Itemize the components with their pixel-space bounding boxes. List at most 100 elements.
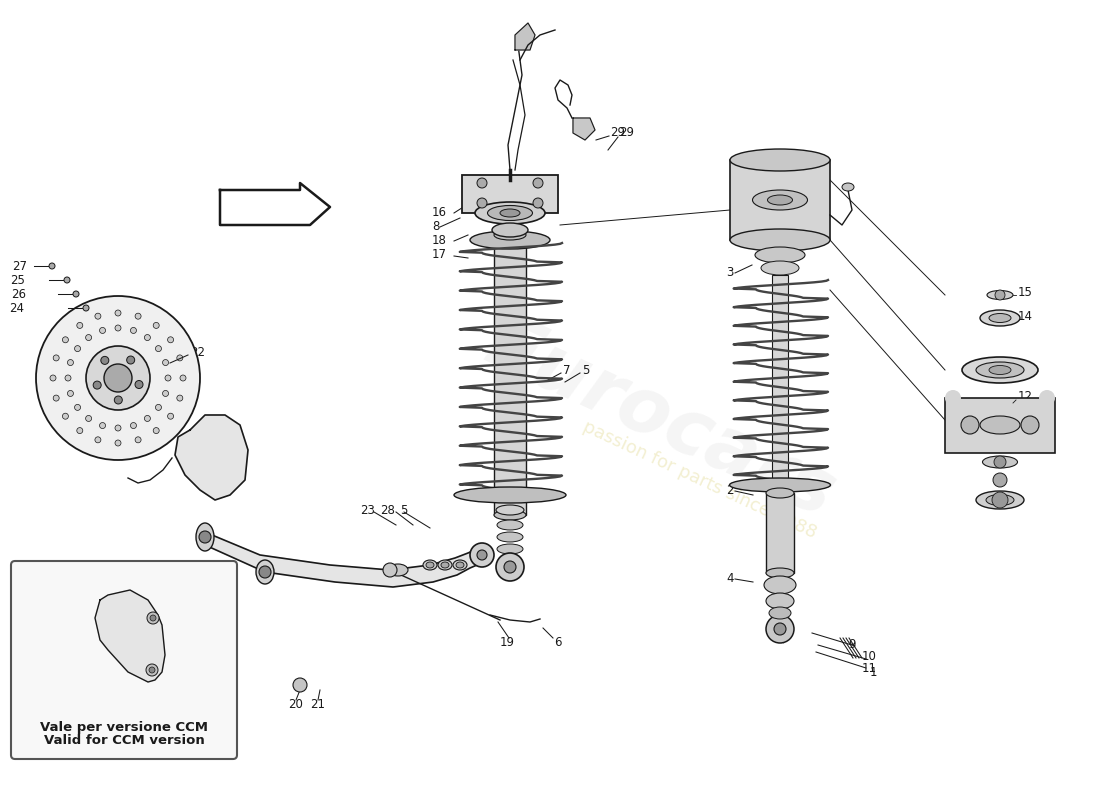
Circle shape [383, 563, 397, 577]
Circle shape [77, 427, 82, 434]
Ellipse shape [980, 310, 1020, 326]
Text: 3: 3 [726, 266, 734, 278]
Circle shape [67, 359, 74, 366]
Text: 21: 21 [310, 698, 324, 711]
Ellipse shape [1040, 390, 1055, 406]
Circle shape [477, 198, 487, 208]
Polygon shape [175, 415, 248, 500]
Text: 15: 15 [1018, 286, 1033, 299]
Ellipse shape [113, 350, 153, 406]
Circle shape [177, 355, 183, 361]
Ellipse shape [976, 362, 1024, 378]
Circle shape [146, 664, 158, 676]
Polygon shape [515, 23, 535, 50]
Text: 1: 1 [870, 666, 878, 678]
Circle shape [116, 425, 121, 431]
Circle shape [131, 422, 136, 429]
Polygon shape [220, 183, 330, 225]
Ellipse shape [962, 357, 1038, 383]
Circle shape [99, 422, 106, 429]
Polygon shape [200, 530, 482, 587]
Ellipse shape [752, 190, 807, 210]
Circle shape [86, 346, 150, 410]
Circle shape [477, 178, 487, 188]
Ellipse shape [496, 505, 524, 515]
Circle shape [116, 310, 121, 316]
Ellipse shape [987, 290, 1013, 299]
Ellipse shape [454, 487, 566, 503]
Text: 17: 17 [432, 249, 447, 262]
Bar [945, 398, 1055, 453]
Circle shape [101, 356, 109, 364]
Circle shape [104, 364, 132, 392]
Ellipse shape [256, 560, 274, 584]
Circle shape [116, 325, 121, 331]
Circle shape [75, 404, 80, 410]
Text: 23: 23 [360, 503, 375, 517]
Ellipse shape [497, 544, 522, 554]
Ellipse shape [769, 607, 791, 619]
Circle shape [65, 375, 72, 381]
Circle shape [50, 263, 55, 269]
Circle shape [167, 414, 174, 419]
Circle shape [36, 296, 200, 460]
Ellipse shape [500, 209, 520, 217]
Text: 24: 24 [9, 302, 24, 314]
Polygon shape [573, 118, 595, 140]
Circle shape [155, 346, 162, 352]
Circle shape [116, 440, 121, 446]
Ellipse shape [766, 568, 794, 578]
Ellipse shape [730, 149, 830, 171]
Circle shape [135, 437, 141, 443]
Text: 29: 29 [619, 126, 634, 138]
Ellipse shape [123, 364, 143, 392]
Circle shape [496, 553, 524, 581]
Text: 10: 10 [862, 650, 877, 663]
Ellipse shape [766, 593, 794, 609]
Circle shape [155, 404, 162, 410]
Ellipse shape [989, 366, 1011, 374]
Ellipse shape [989, 314, 1011, 322]
Circle shape [64, 277, 70, 283]
Text: 31: 31 [39, 603, 53, 617]
Text: 5: 5 [400, 503, 407, 517]
Circle shape [95, 437, 101, 443]
Circle shape [94, 381, 101, 389]
Circle shape [992, 492, 1008, 508]
Text: 29: 29 [610, 126, 625, 139]
Circle shape [153, 427, 159, 434]
Circle shape [148, 667, 155, 673]
Circle shape [293, 678, 307, 692]
Bar [730, 160, 830, 240]
Circle shape [993, 473, 1007, 487]
Circle shape [199, 531, 211, 543]
Ellipse shape [982, 456, 1018, 468]
Circle shape [75, 346, 80, 352]
Circle shape [86, 415, 91, 422]
Circle shape [63, 337, 68, 342]
Text: 12: 12 [1018, 390, 1033, 403]
Ellipse shape [764, 576, 796, 594]
Bar [772, 275, 788, 490]
Text: 5: 5 [582, 363, 590, 377]
Text: 19: 19 [500, 635, 515, 649]
Circle shape [50, 375, 56, 381]
Text: 14: 14 [1018, 310, 1033, 323]
Ellipse shape [980, 416, 1020, 434]
Ellipse shape [475, 202, 544, 224]
Circle shape [470, 543, 494, 567]
Text: 18: 18 [432, 234, 447, 246]
Circle shape [766, 615, 794, 643]
Ellipse shape [487, 206, 532, 221]
Circle shape [82, 305, 89, 311]
Ellipse shape [438, 560, 452, 570]
Circle shape [147, 612, 160, 624]
Circle shape [53, 355, 59, 361]
Circle shape [1021, 416, 1040, 434]
Ellipse shape [976, 491, 1024, 509]
Circle shape [86, 334, 91, 341]
Bar [766, 493, 794, 573]
Circle shape [996, 290, 1005, 300]
Circle shape [135, 313, 141, 319]
Circle shape [163, 390, 168, 397]
